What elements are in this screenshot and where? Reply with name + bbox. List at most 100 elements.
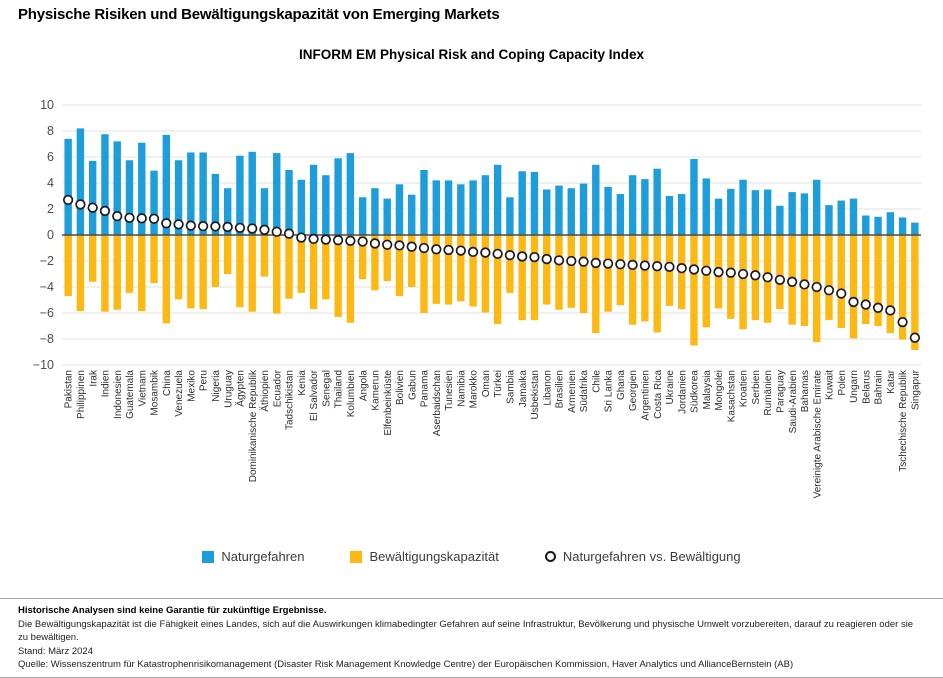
legend-label: Naturgefahren [221,549,305,564]
coping-bar [825,235,833,321]
hazard-bar [641,179,649,235]
coping-bar [592,235,600,334]
net-marker [210,221,221,232]
net-marker [774,274,786,286]
coping-bar [604,235,612,312]
x-category-label: Ägypten [235,370,247,407]
net-marker [369,238,381,249]
net-marker [87,202,98,213]
legend-label: Naturgefahren vs. Bewältigung [562,549,741,564]
coping-bar [113,235,121,310]
coping-bar [150,235,158,284]
net-marker [578,256,589,267]
x-category-label: Südkorea [690,370,701,413]
net-marker [382,239,393,250]
coping-bar [76,235,85,312]
coping-bar [898,235,907,340]
coping-bar [260,235,269,277]
hazard-bar [800,193,809,235]
hazard-bar [162,134,171,235]
net-marker [394,240,405,251]
net-marker [541,253,552,265]
x-category-label: Tadschikistan [285,370,296,430]
net-marker [112,210,123,222]
net-marker [161,218,172,229]
net-marker [75,199,86,210]
hazard-bar [334,158,342,235]
hazard-bar [322,175,330,235]
x-category-label: Jamaika [518,370,529,408]
footnotes: Historische Analysen sind keine Garantie… [0,598,943,678]
x-category-label: Elfenbeinküste [383,370,394,436]
net-marker [504,249,516,261]
x-category-label: Äthiopien [259,370,271,412]
x-category-label: Pakistan [64,370,75,408]
x-category-label: Mongolei [714,370,725,411]
y-tick-label: −2 [40,254,54,268]
net-marker [823,285,835,296]
x-category-label: Guatemala [125,370,136,419]
net-marker [418,242,430,254]
net-marker [406,241,417,252]
x-category-label: Jordanien [677,370,688,414]
hazard-bar [543,189,551,235]
x-category-label: Thailand [334,370,345,408]
hazard-swatch-icon [202,550,215,563]
net-marker [357,236,368,247]
hazard-bar [628,175,637,235]
x-category-label: Sri Lanka [604,370,615,413]
hazard-bar [260,188,269,235]
net-marker [467,246,479,258]
hazard-bar [616,194,625,235]
hazard-bar [592,164,600,235]
coping-bar [530,235,539,321]
hazard-bar [358,197,367,235]
coping-bar [444,235,453,305]
x-category-label: Türkei [493,370,504,398]
hazard-bar [518,171,526,235]
hazard-bar [727,188,735,235]
net-marker [173,219,184,230]
coping-bar [886,235,895,334]
hazard-bar [211,173,220,235]
hazard-bar [223,188,232,235]
hazard-bar [862,215,870,235]
net-marker [185,220,197,231]
x-category-label: Costa Rica [653,370,664,419]
net-marker [320,234,331,245]
hazard-bar [702,178,710,235]
hazard-bar [678,194,686,235]
hazard-bar [444,180,453,235]
coping-bar [506,235,514,293]
x-category-label: Singapur [910,369,921,410]
hazard-bar [432,180,440,235]
net-marker [529,251,540,263]
net-marker [799,279,810,290]
hazard-bar [837,200,845,235]
x-category-label: Malaysia [702,370,713,410]
x-category-label: Argentinien [640,370,651,421]
coping-bar [138,235,146,312]
net-marker [615,259,626,270]
net-marker [296,232,307,243]
net-marker [676,262,687,274]
net-marker [725,267,736,278]
x-category-label: Südafrika [579,370,590,413]
x-category-label: Philippinen [76,370,87,419]
description-text: Die Bewältigungskapazität ist die Fähigk… [18,618,914,644]
y-tick-label: 8 [47,124,54,138]
coping-bar [236,235,244,308]
x-category-label: Venezuela [174,370,185,417]
net-marker [688,264,700,275]
coping-bar [322,235,330,300]
coping-bar [555,235,563,310]
net-marker [517,251,528,262]
net-marker [909,332,921,343]
y-tick-label: 0 [47,228,54,242]
x-category-label: Indonesien [113,370,124,419]
x-category-label: El Salvador [309,369,320,421]
y-tick-label: −6 [40,306,54,320]
coping-bar [543,235,551,305]
coping-bar [248,235,256,312]
hazard-bar [530,171,539,235]
